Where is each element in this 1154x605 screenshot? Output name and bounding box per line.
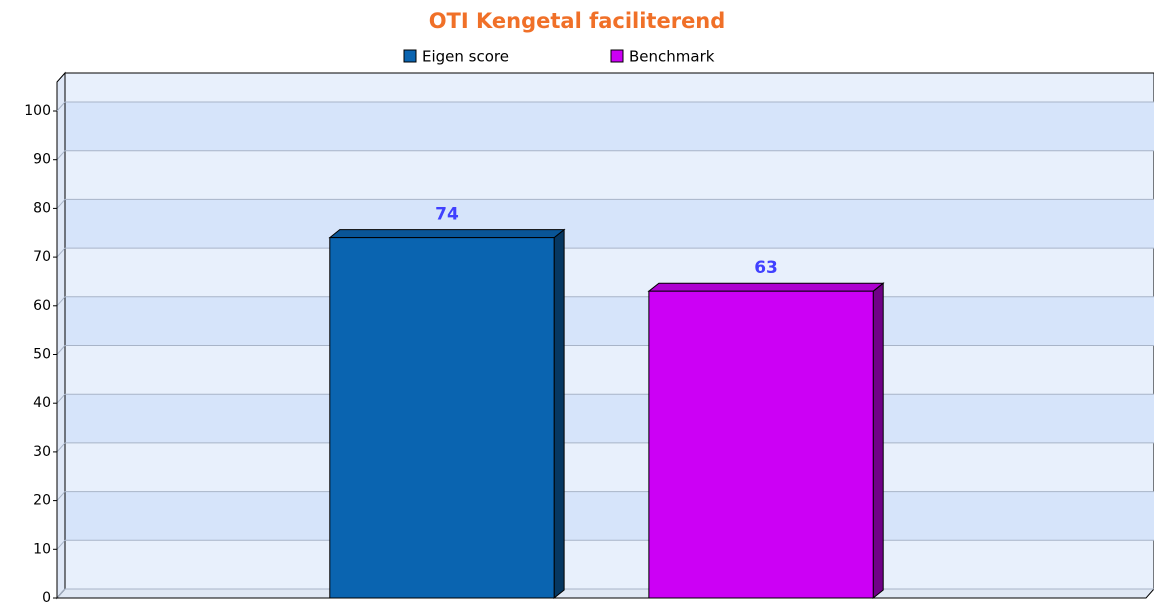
grid-band [65, 394, 1154, 443]
grid-band [65, 199, 1154, 249]
grid-line [56, 247, 66, 258]
grid-line [56, 442, 66, 453]
y-tick-label: 100 [24, 103, 51, 119]
y-tick-label: 80 [33, 200, 51, 216]
y-tick-label: 40 [33, 395, 51, 411]
grid-line [56, 393, 66, 404]
bar [328, 228, 566, 600]
grid-band [65, 296, 1154, 346]
legend-label: Eigen score [422, 48, 509, 66]
grid-band [65, 102, 1154, 151]
bar-front [329, 237, 555, 599]
y-tick-label: 10 [33, 541, 51, 557]
bar [647, 282, 885, 600]
legend-label: Benchmark [629, 48, 715, 66]
grid-line [56, 296, 66, 307]
value-label: 63 [754, 258, 778, 278]
legend-swatch [610, 49, 624, 63]
bar-side [553, 228, 565, 600]
legend-swatch [403, 49, 417, 63]
grid-line [56, 199, 66, 209]
y-tick-label: 50 [33, 347, 51, 363]
grid-line [56, 101, 66, 112]
floor [55, 588, 1154, 599]
grid-line [56, 588, 66, 599]
grid-line [56, 345, 66, 355]
grid-line [56, 539, 66, 550]
y-tick-label: 20 [33, 493, 51, 509]
y-tick-label: 90 [33, 152, 51, 168]
y-tick-label: 0 [42, 590, 51, 605]
value-label: 74 [435, 205, 459, 225]
y-tick-label: 30 [33, 444, 51, 460]
bar-top [647, 282, 885, 292]
bar-top [328, 229, 566, 239]
grid-band [65, 491, 1154, 541]
grid-line [56, 150, 66, 161]
y-tick-label: 70 [33, 249, 51, 265]
y-tick-label: 60 [33, 298, 51, 314]
bar-front [648, 290, 874, 599]
chart-title: OTI Kengetal faciliterend [429, 9, 726, 33]
grid-line [56, 491, 66, 501]
bar-side [872, 282, 884, 600]
